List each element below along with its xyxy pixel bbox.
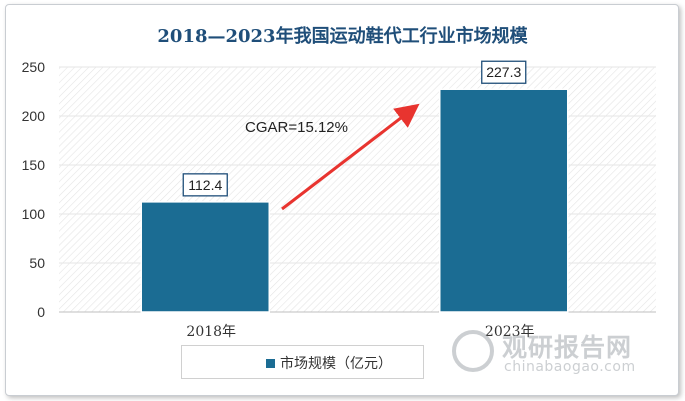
legend-swatch [266,359,275,368]
y-tick-label: 100 [22,206,46,222]
watermark-text: 观研报告网 [502,333,633,362]
data-label-box [182,173,228,197]
y-tick-label: 0 [37,304,45,320]
y-tick-label: 150 [22,157,46,173]
data-label: 227.3 [486,64,521,80]
y-tick-label: 250 [22,59,46,75]
x-tick-label: 2018年 [186,324,236,340]
bar [439,88,569,313]
watermark: 观研报告网 chinabaogao.com [452,326,662,382]
growth-arrow [281,103,420,211]
watermark-url: chinabaogao.com [504,359,636,375]
data-label-box [481,60,527,84]
data-label: 112.4 [188,177,222,193]
legend-label: 市场规模（亿元） [280,356,392,372]
chart-title: 2018—2023年我国运动鞋代工行业市场规模 [157,26,528,47]
watermark-logo-icon [452,330,494,372]
x-tick-label: 2023年 [485,324,535,340]
legend: 市场规模（亿元） [181,345,424,379]
bar [140,201,270,313]
y-tick-label: 200 [22,108,46,124]
y-tick-label: 50 [29,255,45,271]
cagr-annotation: CGAR=15.12% [245,119,348,136]
